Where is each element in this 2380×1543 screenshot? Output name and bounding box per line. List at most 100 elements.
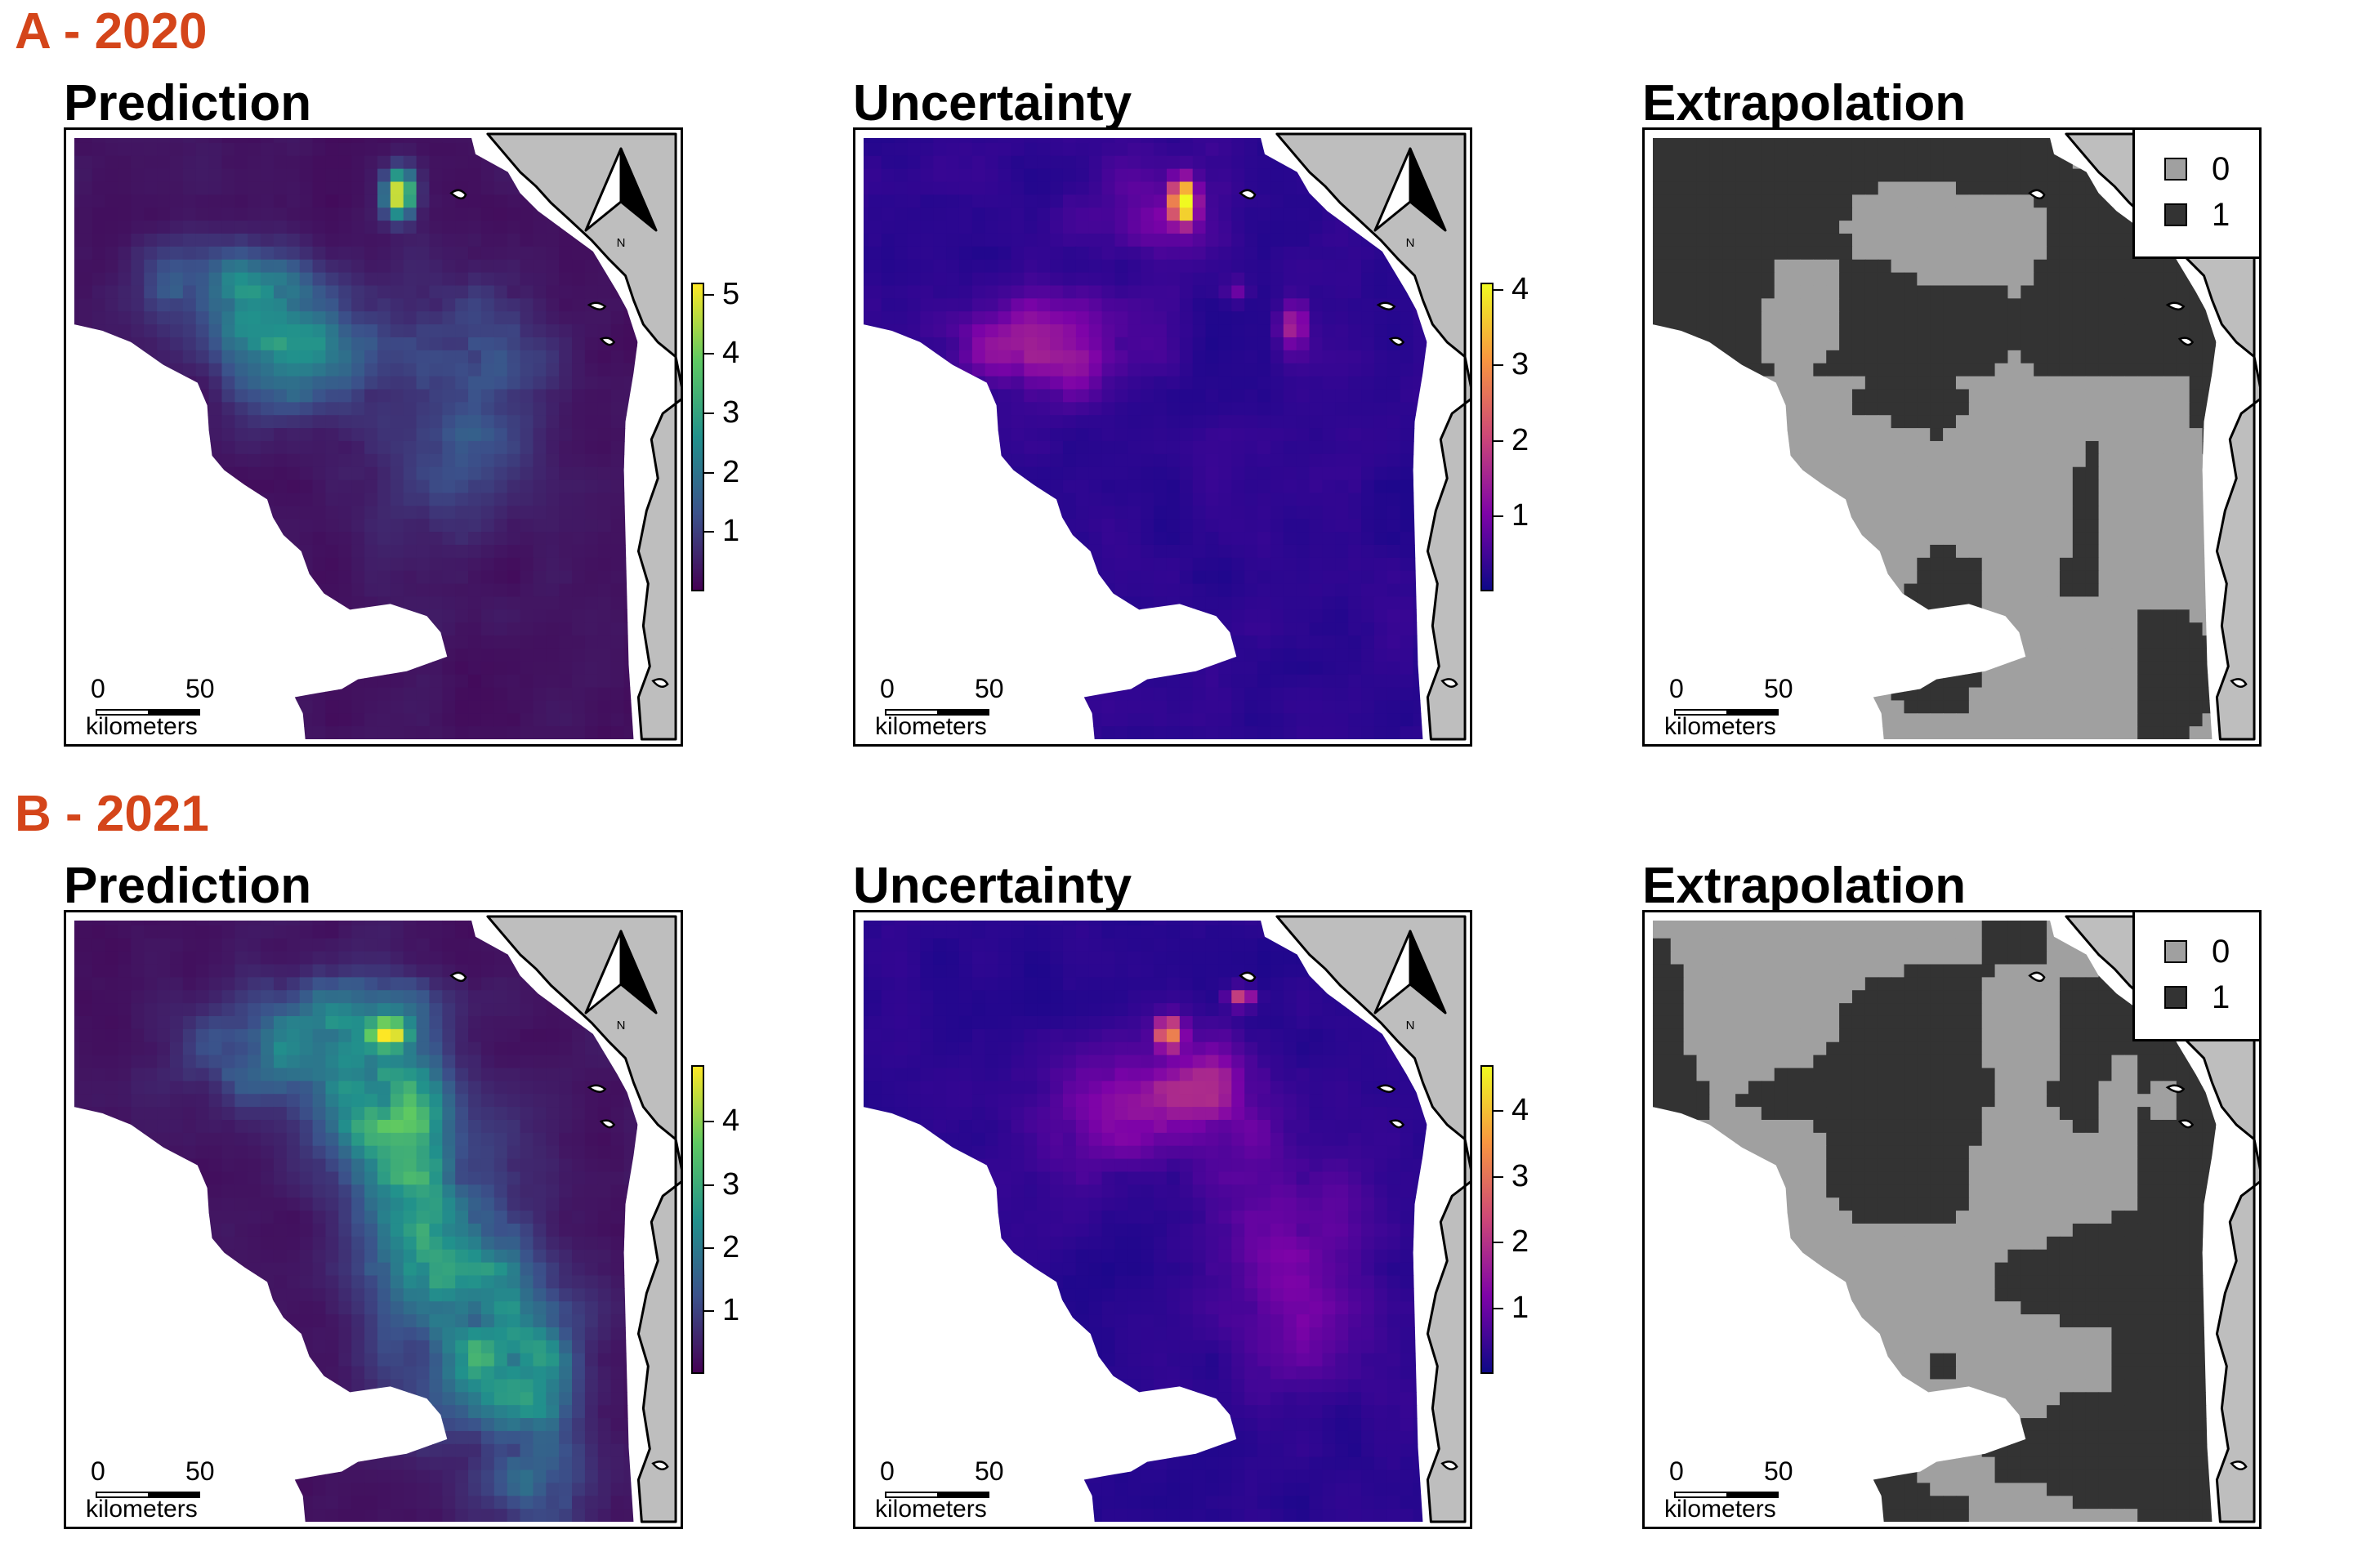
north-arrow: N: [1365, 145, 1455, 250]
colorbar-tick-label: 3: [722, 1166, 740, 1202]
scale-bar-end: 50: [1764, 674, 1793, 703]
legend-swatch: [2164, 158, 2187, 181]
colorbar-tick: [1492, 1175, 1503, 1178]
island-outline: [651, 1460, 669, 1470]
north-arrow: N: [576, 927, 666, 1032]
scale-bar-end: 50: [1764, 1456, 1793, 1486]
map-prediction-b: N 0 50 kilometers: [64, 910, 683, 1529]
colorbar-prediction-b: [691, 1065, 704, 1374]
colorbar-tick: [1492, 364, 1503, 367]
scale-bar-end: 50: [185, 1456, 215, 1486]
north-label: N: [616, 236, 626, 250]
colorbar-prediction-a: [691, 283, 704, 591]
scale-bar-start: 0: [91, 674, 105, 703]
scale-bar-unit: kilometers: [1664, 713, 1776, 740]
row-label-b: B - 2021: [15, 786, 209, 842]
panel-title-prediction-b: Prediction: [64, 858, 312, 914]
island-outline: [1388, 1119, 1405, 1129]
colorbar-tick-label: 5: [722, 276, 740, 311]
island-outline: [2177, 1119, 2195, 1129]
scale-bar-unit: kilometers: [86, 713, 198, 740]
north-arrow-icon: [1373, 930, 1447, 1015]
scale-bar-graphic: [885, 1492, 989, 1498]
island-outline: [449, 189, 467, 200]
colorbar-tick-label: 1: [722, 1292, 740, 1327]
panel-title-uncertainty-a: Uncertainty: [853, 75, 1132, 132]
island-outline: [1239, 971, 1257, 983]
north-arrow: N: [576, 145, 666, 250]
colorbar-tick: [1492, 515, 1503, 517]
colorbar-tick: [703, 531, 714, 533]
scale-bar: 0 50 kilometers: [870, 675, 1009, 740]
island-outline: [587, 301, 607, 310]
legend-swatch: [2164, 940, 2187, 963]
map-extrapolation-b: 0 1 0 50 kilometers: [1642, 910, 2262, 1529]
map-raster: [863, 132, 1470, 741]
colorbar-tick-label: 1: [1512, 1290, 1529, 1325]
colorbar-uncertainty-b: [1480, 1065, 1494, 1374]
map-raster: [74, 915, 681, 1523]
island-outline: [1376, 301, 1396, 310]
coastline-land: [1275, 915, 1470, 1523]
north-label: N: [616, 1019, 626, 1032]
panel-title-extrapolation-a: Extrapolation: [1642, 75, 1967, 132]
panel-title-extrapolation-b: Extrapolation: [1642, 858, 1967, 914]
colorbar-tick: [703, 353, 714, 355]
panel-title-uncertainty-b: Uncertainty: [853, 858, 1132, 914]
island-outline: [587, 1084, 607, 1093]
colorbar-tick: [1492, 1110, 1503, 1113]
colorbar-tick: [703, 293, 714, 296]
coastline-land: [486, 915, 681, 1523]
colorbar-tick-label: 4: [1512, 272, 1529, 307]
colorbar-tick-label: 3: [1512, 347, 1529, 382]
north-arrow-icon: [584, 930, 658, 1015]
island-outline: [2028, 971, 2046, 983]
colorbar-tick-label: 2: [1512, 1224, 1529, 1260]
colorbar-tick-label: 2: [722, 1229, 740, 1264]
island-outline: [2230, 678, 2248, 688]
island-outline: [1239, 189, 1257, 200]
island-outline: [2165, 1084, 2186, 1093]
colorbar-tick-label: 4: [722, 336, 740, 371]
scale-bar-start: 0: [880, 674, 895, 703]
north-arrow: N: [1365, 927, 1455, 1032]
scale-bar: 0 50 kilometers: [81, 1457, 220, 1523]
island-outline: [599, 337, 616, 346]
north-arrow-icon: [1373, 147, 1447, 232]
map-extrapolation-a: 0 1 0 50 kilometers: [1642, 127, 2262, 747]
island-outline: [2028, 189, 2046, 200]
colorbar-tick-label: 1: [722, 514, 740, 549]
coastline-land: [486, 132, 681, 741]
scale-bar-unit: kilometers: [875, 713, 987, 740]
coastline-land: [1275, 132, 1470, 741]
legend-label: 1: [2212, 197, 2230, 233]
scale-bar-graphic: [96, 1492, 200, 1498]
colorbar-tick-label: 3: [1512, 1158, 1529, 1193]
island-outline: [2230, 1460, 2248, 1470]
map-uncertainty-a: N 0 50 kilometers: [853, 127, 1472, 747]
map-raster: [1652, 915, 2259, 1523]
colorbar-tick-label: 1: [1512, 497, 1529, 533]
legend-swatch: [2164, 986, 2187, 1009]
colorbar-tick: [703, 412, 714, 414]
scale-bar-graphic: [885, 709, 989, 716]
scale-bar: 0 50 kilometers: [1659, 675, 1798, 740]
colorbar-tick-label: 2: [1512, 422, 1529, 457]
island-outline: [1376, 1084, 1396, 1093]
colorbar-tick-label: 3: [722, 395, 740, 430]
colorbar-tick: [703, 1246, 714, 1249]
scale-bar-end: 50: [975, 1456, 1004, 1486]
island-outline: [599, 1119, 616, 1129]
scale-bar: 0 50 kilometers: [870, 1457, 1009, 1523]
map-uncertainty-b: N 0 50 kilometers: [853, 910, 1472, 1529]
island-outline: [2177, 337, 2195, 346]
row-label-a: A - 2020: [15, 3, 208, 60]
colorbar-tick: [1492, 439, 1503, 442]
north-label: N: [1405, 1019, 1415, 1032]
island-outline: [1440, 678, 1458, 688]
scale-bar-graphic: [1674, 709, 1779, 716]
scale-bar-start: 0: [91, 1456, 105, 1486]
map-raster: [74, 132, 681, 741]
island-outline: [1388, 337, 1405, 346]
